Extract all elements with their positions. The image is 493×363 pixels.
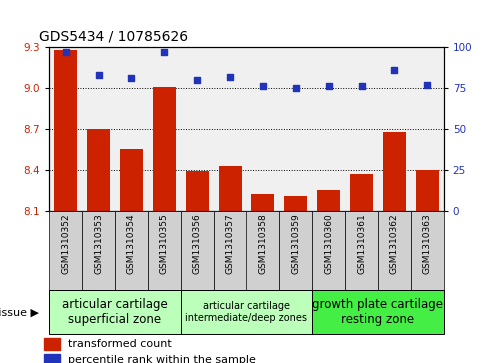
Point xyxy=(226,74,234,79)
Bar xyxy=(54,50,77,211)
Text: GSM1310356: GSM1310356 xyxy=(193,213,202,274)
Bar xyxy=(186,171,209,211)
Text: GSM1310357: GSM1310357 xyxy=(226,213,235,274)
Bar xyxy=(383,132,406,211)
Point xyxy=(160,49,168,55)
Bar xyxy=(246,211,280,290)
Bar xyxy=(82,211,115,290)
Point xyxy=(95,72,103,78)
Text: GSM1310352: GSM1310352 xyxy=(61,213,70,274)
Bar xyxy=(312,290,444,334)
Point xyxy=(357,83,365,89)
Text: GSM1310361: GSM1310361 xyxy=(357,213,366,274)
Text: GSM1310360: GSM1310360 xyxy=(324,213,333,274)
Text: tissue ▶: tissue ▶ xyxy=(0,307,39,317)
Bar xyxy=(312,211,345,290)
Bar xyxy=(378,211,411,290)
Text: articular cartilage
superficial zone: articular cartilage superficial zone xyxy=(62,298,168,326)
Bar xyxy=(43,354,60,363)
Text: GSM1310353: GSM1310353 xyxy=(94,213,103,274)
Text: GSM1310358: GSM1310358 xyxy=(258,213,267,274)
Bar xyxy=(411,211,444,290)
Text: transformed count: transformed count xyxy=(69,339,172,349)
Point xyxy=(390,67,398,73)
Bar xyxy=(87,129,110,211)
Bar xyxy=(213,211,246,290)
Text: GSM1310355: GSM1310355 xyxy=(160,213,169,274)
Bar xyxy=(49,290,181,334)
Bar xyxy=(345,211,378,290)
Point xyxy=(128,75,136,81)
Point xyxy=(62,49,70,55)
Bar xyxy=(317,190,340,211)
Bar xyxy=(115,211,148,290)
Bar xyxy=(148,211,181,290)
Text: GSM1310359: GSM1310359 xyxy=(291,213,300,274)
Text: articular cartilage
intermediate/deep zones: articular cartilage intermediate/deep zo… xyxy=(185,301,308,323)
Bar xyxy=(181,211,213,290)
Text: GSM1310363: GSM1310363 xyxy=(423,213,432,274)
Point xyxy=(193,77,201,83)
Text: percentile rank within the sample: percentile rank within the sample xyxy=(69,355,256,363)
Bar xyxy=(218,166,242,211)
Point xyxy=(423,82,431,87)
Bar xyxy=(49,211,82,290)
Bar xyxy=(416,170,439,211)
Point xyxy=(325,83,333,89)
Text: GSM1310362: GSM1310362 xyxy=(390,213,399,274)
Text: GDS5434 / 10785626: GDS5434 / 10785626 xyxy=(39,29,188,44)
Bar xyxy=(181,290,312,334)
Bar xyxy=(350,174,373,211)
Bar xyxy=(120,149,143,211)
Bar xyxy=(43,338,60,350)
Text: growth plate cartilage
resting zone: growth plate cartilage resting zone xyxy=(313,298,444,326)
Point xyxy=(259,83,267,89)
Bar xyxy=(153,87,176,211)
Bar xyxy=(280,211,312,290)
Text: GSM1310354: GSM1310354 xyxy=(127,213,136,274)
Bar xyxy=(251,194,275,211)
Point xyxy=(292,85,300,91)
Bar xyxy=(284,196,307,211)
